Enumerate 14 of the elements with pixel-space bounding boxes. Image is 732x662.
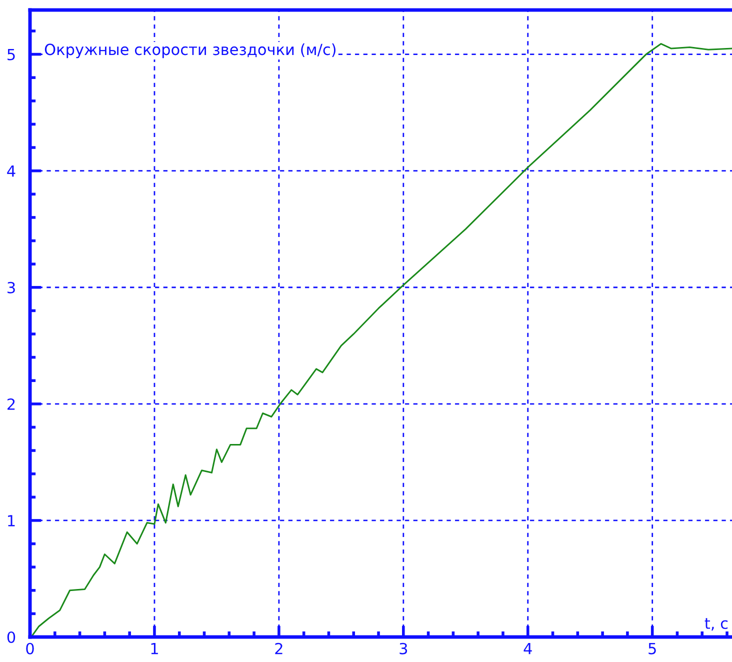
y-tick-label: 0 [7,631,16,644]
y-tick-label: 1 [8,515,15,526]
y-tick-label: 5 [8,48,15,60]
x-axis-title: t, с [704,618,728,631]
x-tick-label: 1 [151,643,158,654]
y-tick-label: 3 [8,282,15,294]
x-tick-label: 5 [648,643,656,654]
x-tick-label: 3 [400,642,408,654]
x-tick-label: 2 [275,642,282,654]
x-tick-label: 0 [26,642,34,654]
y-tick-label: 2 [8,398,15,410]
y-axis-title: Окружные скорости звездочки (м/с) [44,43,336,58]
x-tick-label: 4 [524,643,532,654]
y-tick-label: 4 [7,165,16,177]
